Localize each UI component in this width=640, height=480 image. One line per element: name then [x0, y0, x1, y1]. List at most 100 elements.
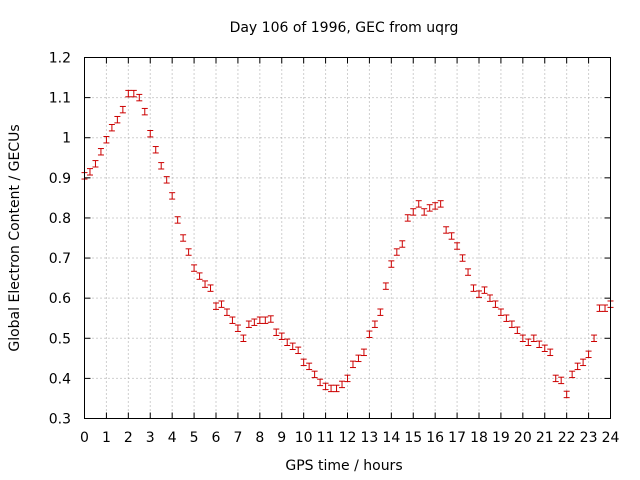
axis-ticks: 0 1 2 3 4 5 6 7 8 9 10 11 12 13 14 15 16 17 18 19 20 21 22 23 24… — [49, 51, 620, 447]
y-tick-label: 1.1 — [49, 91, 71, 107]
data-point — [443, 226, 450, 234]
data-point — [147, 130, 154, 138]
plot-frame — [84, 57, 611, 419]
data-point — [569, 370, 576, 379]
data-point — [125, 89, 132, 98]
x-tick-label: 8 — [255, 430, 264, 446]
data-point — [536, 340, 543, 349]
data-point — [158, 162, 165, 170]
data-point — [136, 93, 143, 102]
data-point — [322, 382, 329, 391]
y-axis-label: Global Electron Content / GECUs — [7, 124, 23, 351]
data-point — [404, 214, 411, 222]
data-point — [366, 330, 373, 338]
y-tick-label: 0.5 — [49, 331, 71, 347]
data-point — [393, 248, 400, 256]
data-point — [223, 308, 230, 316]
grid — [84, 57, 611, 419]
data-point — [552, 374, 559, 383]
data-point — [229, 316, 236, 324]
y-tick-label: 0.9 — [49, 171, 71, 187]
chart-title: Day 106 of 1996, GEC from uqrg — [230, 20, 459, 36]
data-point — [580, 358, 587, 367]
data-point — [169, 192, 176, 200]
data-point — [432, 202, 439, 210]
data-point — [86, 168, 93, 176]
y-tick-label: 0.3 — [49, 412, 71, 428]
data-point — [267, 315, 274, 323]
data-point — [377, 308, 384, 316]
data-point — [470, 284, 477, 292]
data-point — [514, 326, 521, 334]
data-point — [360, 348, 367, 357]
y-tick-label: 1.2 — [49, 51, 71, 67]
data-points — [81, 89, 614, 399]
data-point — [245, 320, 252, 328]
data-point — [602, 304, 609, 312]
x-tick-label: 17 — [448, 430, 466, 446]
data-point — [388, 260, 395, 268]
data-point — [240, 334, 247, 342]
data-point — [196, 272, 203, 280]
x-tick-label: 21 — [536, 430, 554, 446]
x-tick-label: 15 — [404, 430, 422, 446]
y-tick-label: 0.6 — [49, 291, 71, 307]
data-point — [97, 148, 104, 156]
data-point — [191, 264, 198, 272]
data-point — [278, 332, 285, 340]
data-point — [152, 146, 159, 154]
data-point — [174, 216, 181, 224]
data-point — [306, 362, 313, 371]
data-point — [437, 200, 444, 208]
data-point — [92, 160, 99, 168]
x-tick-label: 18 — [470, 430, 488, 446]
data-point — [574, 362, 581, 371]
data-point — [300, 358, 307, 367]
data-point — [284, 338, 291, 346]
data-point — [591, 334, 598, 342]
data-point — [563, 390, 570, 399]
x-tick-label: 7 — [233, 430, 242, 446]
data-point — [103, 136, 110, 144]
data-point — [108, 123, 115, 132]
data-point — [180, 234, 187, 242]
data-point — [185, 248, 192, 256]
x-tick-label: 20 — [514, 430, 532, 446]
x-axis-label: GPS time / hours — [285, 458, 402, 474]
x-tick-label: 6 — [212, 430, 221, 446]
data-point — [465, 268, 472, 276]
x-tick-label: 5 — [190, 430, 199, 446]
data-point — [486, 294, 493, 302]
x-tick-label: 10 — [295, 430, 313, 446]
data-point — [459, 254, 466, 262]
data-point — [476, 290, 482, 298]
data-point — [295, 346, 302, 355]
data-point — [349, 360, 356, 369]
data-point — [328, 384, 335, 393]
x-tick-label: 13 — [361, 430, 379, 446]
y-tick-label: 0.7 — [49, 251, 71, 267]
data-point — [371, 320, 378, 328]
x-tick-label: 1 — [102, 430, 111, 446]
data-point — [273, 328, 280, 336]
data-point — [355, 354, 362, 363]
y-tick-label: 0.8 — [49, 211, 71, 227]
data-point — [399, 240, 406, 248]
data-point — [114, 115, 121, 124]
data-point — [530, 334, 537, 342]
x-tick-label: 4 — [168, 430, 177, 446]
data-point — [503, 314, 510, 322]
x-tick-label: 11 — [317, 430, 335, 446]
data-point — [426, 204, 433, 212]
data-point — [251, 318, 258, 326]
x-tick-label: 24 — [602, 430, 620, 446]
data-point — [317, 378, 324, 387]
x-tick-label: 0 — [80, 430, 89, 446]
data-point — [218, 300, 225, 308]
data-point — [344, 374, 351, 383]
x-tick-label: 14 — [382, 430, 400, 446]
data-point — [558, 376, 565, 385]
x-tick-label: 16 — [426, 430, 444, 446]
x-tick-label: 19 — [492, 430, 510, 446]
data-point — [410, 208, 417, 216]
